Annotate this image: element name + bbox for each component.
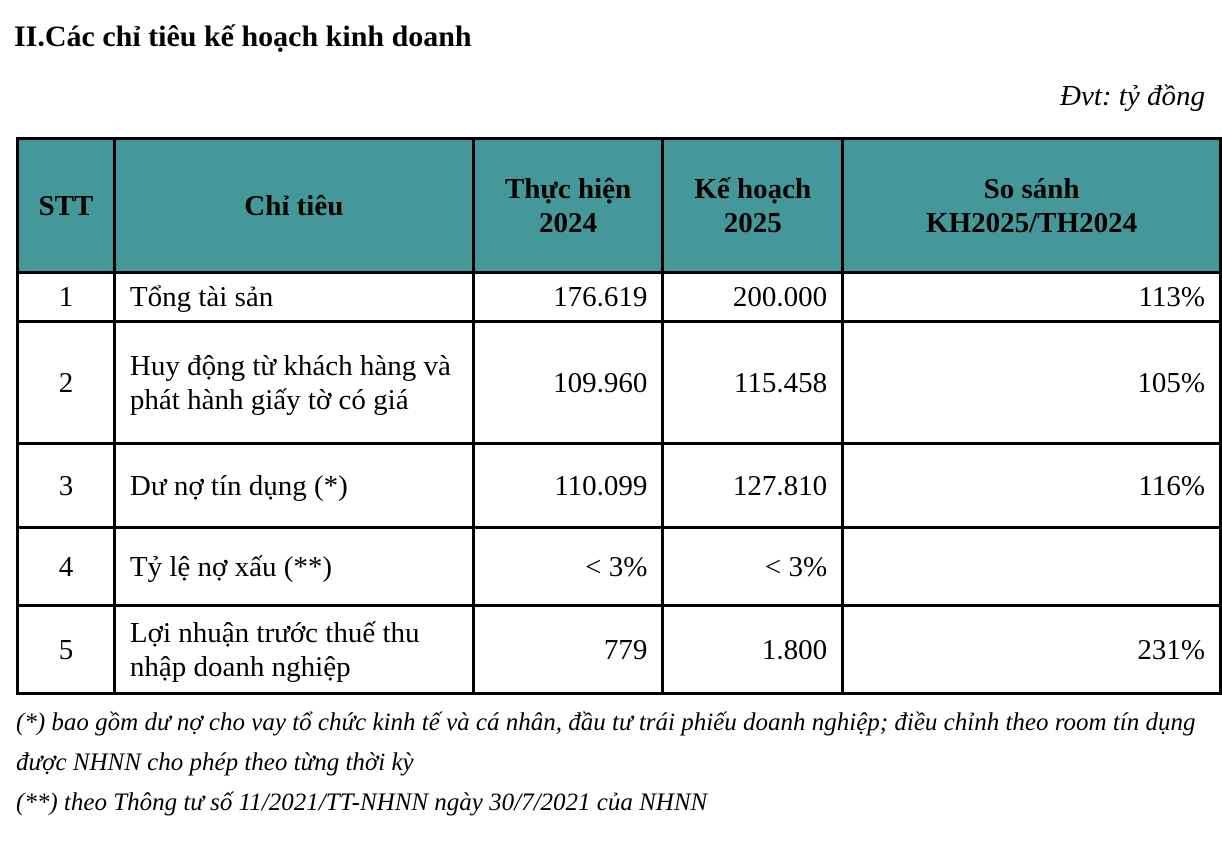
cell-actual-2024: 779 [471, 604, 665, 695]
cell-comparison: 231% [841, 604, 1222, 695]
unit-label: Đvt: tỷ đồng [1060, 80, 1205, 112]
cell-actual-2024: 109.960 [471, 320, 665, 445]
cell-actual-2024: < 3% [471, 526, 665, 607]
header-plan-2025: Kế hoạch 2025 [661, 137, 845, 274]
header-stt: STT [16, 137, 116, 274]
cell-actual-2024: 176.619 [471, 271, 665, 323]
table-row: 5 Lợi nhuận trước thuế thu nhập doanh ngh… [16, 604, 1222, 695]
header-indicator: Chỉ tiêu [112, 137, 475, 274]
table-header-row: STT Chỉ tiêu Thực hiện 2024 Kế hoạch 202… [16, 137, 1222, 274]
cell-comparison: 105% [841, 320, 1222, 445]
cell-stt: 1 [16, 271, 116, 323]
cell-comparison: 113% [841, 271, 1222, 323]
footnote-1: (*) bao gồm dư nợ cho vay tổ chức kinh t… [16, 709, 1196, 776]
cell-plan-2025: 127.810 [661, 442, 845, 529]
cell-plan-2025: < 3% [661, 526, 845, 607]
cell-stt: 3 [16, 442, 116, 529]
cell-comparison: 116% [841, 442, 1222, 529]
cell-stt: 5 [16, 604, 116, 695]
cell-indicator: Tỷ lệ nợ xấu (**) [112, 526, 475, 607]
cell-plan-2025: 1.800 [661, 604, 845, 695]
header-actual-2024: Thực hiện 2024 [471, 137, 665, 274]
cell-actual-2024: 110.099 [471, 442, 665, 529]
cell-indicator: Tổng tài sản [112, 271, 475, 323]
cell-plan-2025: 115.458 [661, 320, 845, 445]
business-plan-table: STT Chỉ tiêu Thực hiện 2024 Kế hoạch 202… [16, 137, 1222, 695]
cell-comparison [841, 526, 1222, 607]
table-row: 1 Tổng tài sản 176.619 200.000 113% [16, 271, 1222, 323]
section-title: II.Các chỉ tiêu kế hoạch kinh doanh [14, 20, 472, 53]
footnotes: (*) bao gồm dư nợ cho vay tổ chức kinh t… [16, 703, 1211, 823]
table-row: 3 Dư nợ tín dụng (*) 110.099 127.810 116% [16, 442, 1222, 529]
cell-indicator: Huy động từ khách hàng và phát hành giấy… [112, 320, 475, 445]
cell-plan-2025: 200.000 [661, 271, 845, 323]
cell-indicator: Lợi nhuận trước thuế thu nhập doanh nghi… [112, 604, 475, 695]
cell-indicator: Dư nợ tín dụng (*) [112, 442, 475, 529]
table-row: 4 Tỷ lệ nợ xấu (**) < 3% < 3% [16, 526, 1222, 607]
footnote-2: (**) theo Thông tư số 11/2021/TT-NHNN ng… [16, 789, 708, 816]
table-row: 2 Huy động từ khách hàng và phát hành giấ… [16, 320, 1222, 445]
cell-stt: 4 [16, 526, 116, 607]
cell-stt: 2 [16, 320, 116, 445]
header-comparison: So sánh KH2025/TH2024 [841, 137, 1222, 274]
